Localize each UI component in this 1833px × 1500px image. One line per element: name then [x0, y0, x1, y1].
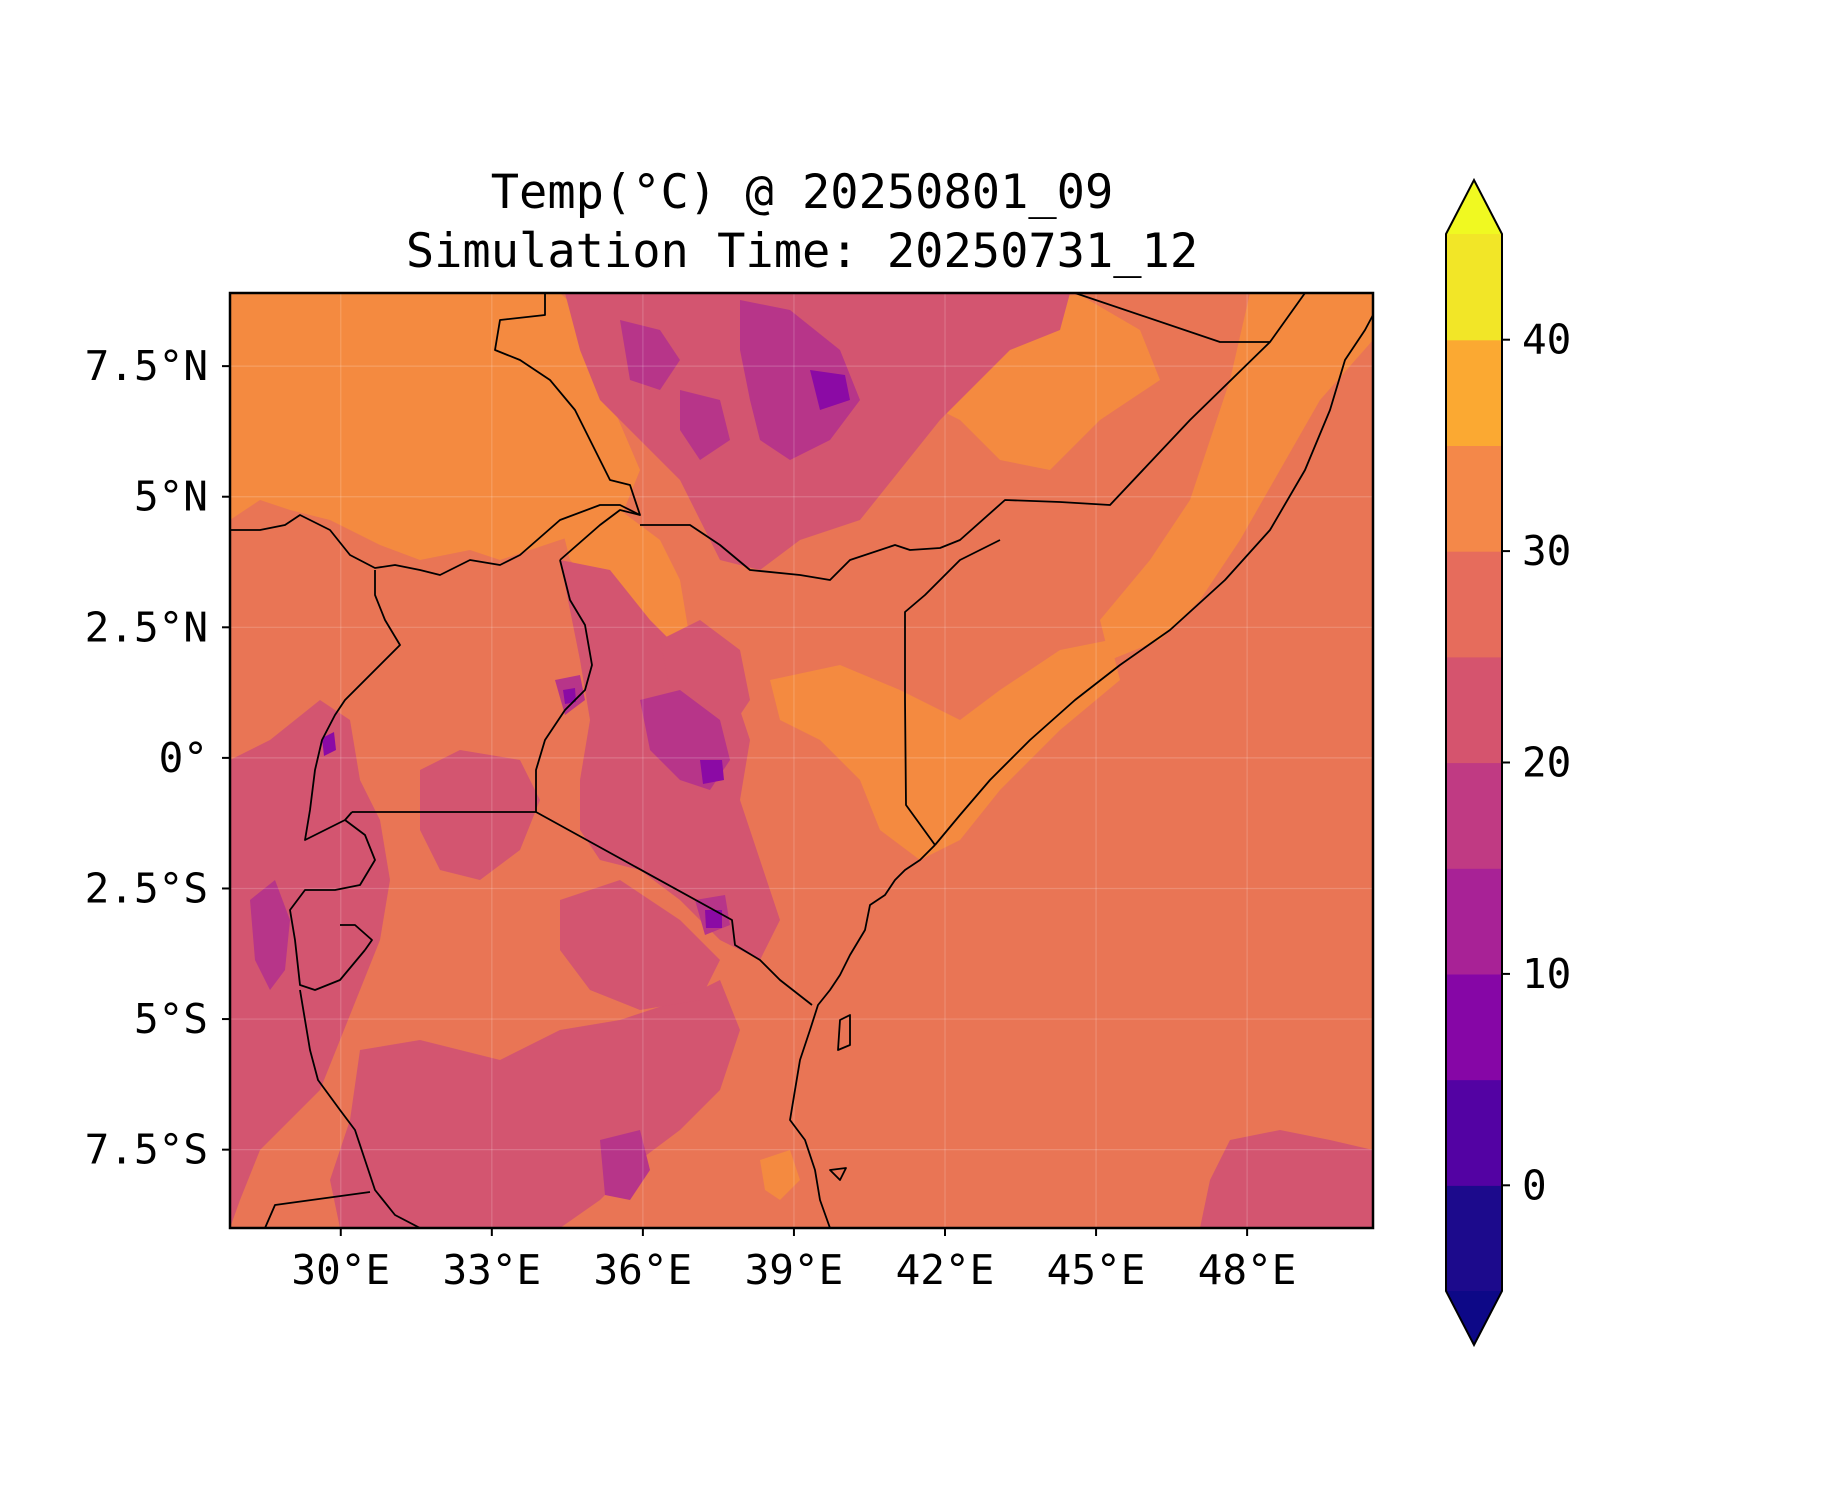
border-tanzania-kenya — [535, 811, 813, 1006]
x-tick-label-2: 36°E — [594, 1246, 693, 1294]
colorbar-segment-4 — [1446, 762, 1502, 869]
colorbar-tick-label-3: 30 — [1522, 527, 1571, 575]
colorbar-tick-label-1: 10 — [1522, 950, 1571, 998]
colorbar: 0 10 20 30 40 — [1445, 177, 1571, 1348]
border-south-sudan-north — [494, 293, 641, 561]
title-line-2: Simulation Time: 20250731_12 — [406, 224, 1198, 279]
coldest-spot-ethiopia — [810, 370, 850, 410]
y-axis: 7.5°N 5°N 2.5°N 0° 2.5°S 5°S 7.5°S — [85, 342, 230, 1174]
coastline-somalia — [934, 314, 1373, 846]
warm-region-somalia — [1100, 293, 1373, 660]
coldest-spot-kilimanjaro — [705, 910, 722, 928]
warm-region-tanzania-coast — [760, 1150, 800, 1200]
warm-region-kenya-east — [770, 640, 1120, 860]
island-mafia — [829, 1167, 847, 1181]
border-kenya-somalia — [904, 539, 1001, 846]
y-tick-label-5: 5°S — [134, 995, 208, 1043]
title-line-1: Temp(°C) @ 20250801_09 — [491, 165, 1114, 220]
border-uganda-kenya — [535, 559, 593, 812]
cold-region-ethiopia-3 — [680, 390, 730, 460]
cool-region-southern-highlands — [330, 980, 740, 1228]
colorbar-under-extension — [1446, 1291, 1502, 1345]
y-tick-label-0: 7.5°N — [85, 342, 208, 390]
country-borders — [230, 293, 1373, 1228]
colorbar-segment-9 — [1446, 234, 1502, 341]
colorbar-segment-8 — [1446, 339, 1502, 446]
colorbar-tick-label-2: 20 — [1522, 739, 1571, 787]
cool-region-southern-highlands-2 — [560, 880, 720, 1010]
y-tick-label-4: 2.5°S — [85, 864, 208, 912]
coldest-spot-rwenzori — [322, 732, 336, 756]
y-tick-label-2: 2.5°N — [85, 603, 208, 651]
cold-region-ethiopia-1 — [740, 300, 860, 460]
colorbar-tick-label-0: 0 — [1522, 1161, 1547, 1209]
coastline-kenya-tanzania — [789, 844, 936, 1228]
coldest-temperature-regions — [322, 370, 850, 928]
colorbar-segment-5 — [1446, 656, 1502, 764]
x-tick-label-1: 33°E — [442, 1246, 541, 1294]
x-tick-label-0: 30°E — [291, 1246, 390, 1294]
y-tick-label-6: 7.5°S — [85, 1126, 208, 1174]
x-tick-label-4: 42°E — [896, 1246, 995, 1294]
map-frame — [228, 291, 1375, 1230]
border-uganda-drc — [304, 570, 401, 841]
x-tick-label-3: 39°E — [745, 1246, 844, 1294]
colorbar-segment-7 — [1446, 445, 1502, 552]
y-tick-label-1: 5°N — [134, 473, 208, 521]
colorbar-segment-1 — [1446, 1079, 1502, 1186]
colorbar-segment-6 — [1446, 551, 1502, 658]
coldest-spot-elgon — [563, 688, 576, 704]
colorbar-outline — [1445, 177, 1503, 1348]
border-ethiopia-eritrea — [1074, 293, 1270, 343]
colorbar-segment-0 — [1446, 1185, 1502, 1292]
cool-region-western-rift — [230, 700, 390, 1228]
cold-region-ethiopia-2 — [620, 320, 680, 390]
map-panel — [230, 293, 1373, 1228]
map-gridlines — [230, 293, 1373, 1228]
warm-region-north-sudan — [230, 293, 640, 560]
colorbar-tick-label-4: 40 — [1522, 316, 1571, 364]
border-sudan-drc-car — [230, 504, 641, 576]
cold-region-southern-highlands — [600, 1130, 650, 1200]
colorbar-over-extension — [1446, 180, 1502, 234]
border-lake-tanganyika — [299, 989, 421, 1228]
colorbar-segment-2 — [1446, 973, 1502, 1081]
x-axis: 30°E 33°E 36°E 39°E 42°E 45°E 48°E — [291, 1228, 1296, 1294]
border-zambia-malawi — [264, 1191, 371, 1228]
warm-region-somalia-inland — [960, 360, 1080, 440]
x-tick-label-6: 48°E — [1198, 1246, 1297, 1294]
border-burundi-tanzania — [340, 924, 373, 951]
cool-region-indian-ocean-south — [1200, 1130, 1373, 1228]
border-ethiopia-kenya — [640, 293, 1306, 581]
island-zanzibar — [837, 1014, 851, 1051]
cold-temperature-regions — [250, 300, 860, 1200]
border-rwanda-burundi — [289, 819, 376, 991]
x-tick-label-5: 45°E — [1047, 1246, 1146, 1294]
colorbar-segment-3 — [1446, 868, 1502, 975]
y-tick-label-3: 0° — [159, 734, 208, 782]
cool-region-lake-victoria-basin — [420, 750, 540, 880]
cold-region-western-rift — [250, 880, 290, 990]
coldest-spot-mt-kenya — [700, 760, 724, 784]
